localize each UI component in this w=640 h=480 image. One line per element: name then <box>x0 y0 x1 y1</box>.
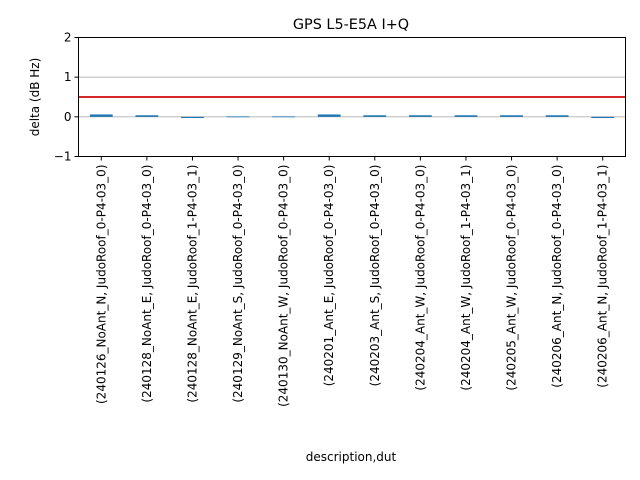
bars <box>89 114 615 119</box>
bar-8 <box>454 115 478 117</box>
y-axis-label: delta (dB Hz) <box>28 58 42 137</box>
y-tick-label-2: 1 <box>64 70 72 84</box>
x-tick-label-5: (240201_Ant_E, JudoRoof_0-P4-03_0) <box>322 165 336 387</box>
x-tick-label-2: (240128_NoAnt_E, JudoRoof_1-P4-03_1) <box>185 165 199 403</box>
x-tick-label-1: (240128_NoAnt_E, JudoRoof_0-P4-03_0) <box>140 165 154 403</box>
x-tick-label-3: (240129_NoAnt_S, JudoRoof_0-P4-03_0) <box>231 165 245 403</box>
bar-1 <box>135 115 159 117</box>
grid <box>78 76 626 118</box>
x-tick-label-9: (240205_Ant_W, JudoRoof_0-P4-03_0) <box>505 165 519 391</box>
x-tick-label-8: (240204_Ant_W, JudoRoof_1-P4-03_1) <box>459 165 473 391</box>
x-axis-label: description,dut <box>306 450 397 464</box>
x-tick-label-7: (240204_Ant_W, JudoRoof_0-P4-03_0) <box>413 165 427 391</box>
bar-7 <box>408 115 432 117</box>
bar-5 <box>317 114 341 117</box>
x-tick-label-4: (240130_NoAnt_W, JudoRoof_0-P4-03_0) <box>277 165 291 407</box>
x-axis: (240126_NoAnt_N, JudoRoof_0-P4-03_0) (240… <box>94 156 610 407</box>
bar-0 <box>89 114 113 117</box>
plot-frame <box>78 37 626 157</box>
y-axis: −1 0 1 2 <box>54 31 79 164</box>
bar-11 <box>591 116 615 119</box>
y-tick-label-3: 2 <box>64 31 72 45</box>
x-tick-label-0: (240126_NoAnt_N, JudoRoof_0-P4-03_0) <box>94 165 108 405</box>
x-tick-label-11: (240206_Ant_N, JudoRoof_1-P4-03_1) <box>596 165 610 388</box>
bar-9 <box>500 115 523 117</box>
y-tick-label-0: −1 <box>54 150 72 164</box>
bar-3 <box>226 116 250 118</box>
y-tick-label-1: 0 <box>64 110 72 124</box>
bar-2 <box>181 116 204 119</box>
bar-4 <box>272 116 296 118</box>
x-tick-label-10: (240206_Ant_N, JudoRoof_0-P4-03_0) <box>550 165 564 388</box>
x-tick-label-6: (240203_Ant_S, JudoRoof_0-P4-03_0) <box>368 165 382 387</box>
bar-10 <box>545 115 569 117</box>
chart-title: GPS L5-E5A I+Q <box>293 17 409 33</box>
bar-6 <box>363 115 387 117</box>
